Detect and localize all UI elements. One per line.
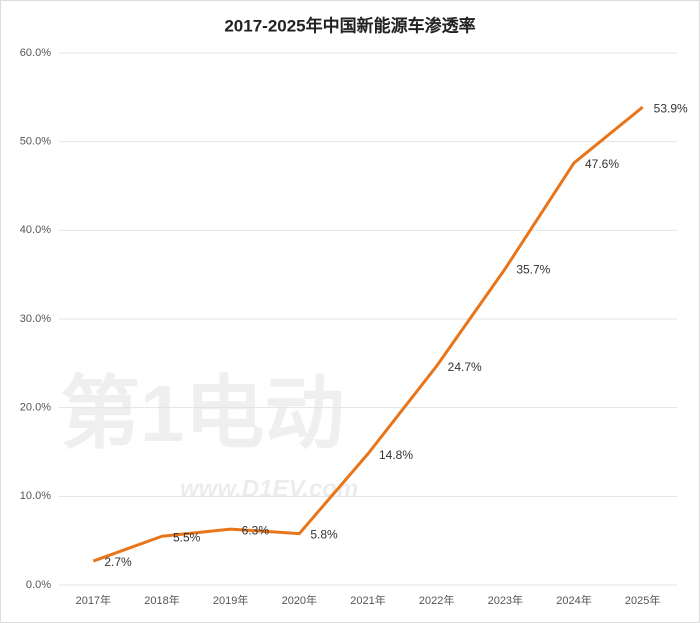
chart-title: 2017-2025年中国新能源车渗透率: [224, 15, 475, 35]
y-tick-label: 0.0%: [26, 579, 51, 591]
x-tick-label: 2022年: [419, 593, 454, 607]
data-label: 24.7%: [448, 360, 482, 374]
y-tick-label: 20.0%: [20, 402, 51, 414]
y-tick-label: 60.0%: [20, 47, 51, 59]
data-label: 5.8%: [310, 528, 338, 542]
data-label: 35.7%: [516, 263, 550, 277]
y-tick-label: 30.0%: [20, 313, 51, 325]
line: [92, 105, 644, 563]
data-label: 47.6%: [585, 157, 619, 171]
y-tick-label: 10.0%: [20, 490, 51, 502]
x-tick-label: 2018年: [144, 593, 179, 607]
data-label: 6.3%: [242, 523, 270, 537]
x-tick-label: 2017年: [76, 593, 111, 607]
y-tick-label: 40.0%: [20, 224, 51, 236]
x-tick-label: 2025年: [625, 593, 660, 607]
x-tick-label: 2019年: [213, 593, 248, 607]
x-tick-label: 2021年: [350, 593, 385, 607]
data-label: 53.9%: [654, 101, 688, 115]
watermark-logo: 第1电动: [60, 369, 345, 458]
data-label: 5.5%: [173, 530, 201, 544]
data-label: 2.7%: [104, 555, 132, 569]
x-tick-label: 2020年: [282, 593, 317, 607]
data-label: 14.8%: [379, 448, 413, 462]
x-tick-label: 2023年: [488, 593, 523, 607]
y-tick-label: 50.0%: [20, 136, 51, 148]
x-tick-label: 2024年: [556, 593, 591, 607]
